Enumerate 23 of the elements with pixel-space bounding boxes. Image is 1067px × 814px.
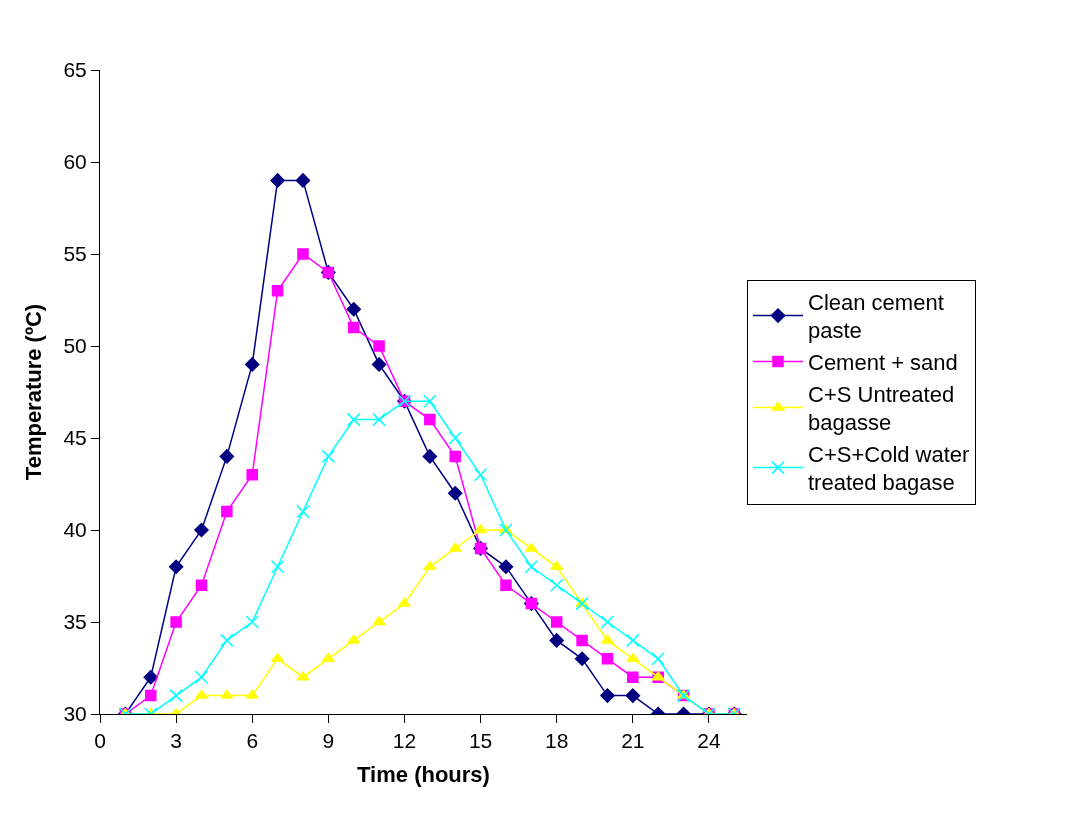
x-tick-label: 6 bbox=[246, 729, 259, 753]
x-tick-label: 3 bbox=[170, 729, 182, 753]
legend-label: Clean cement paste bbox=[808, 289, 944, 344]
y-tick-label: 65 bbox=[63, 58, 87, 82]
y-tick-label: 60 bbox=[63, 150, 87, 174]
y-tick-label: 35 bbox=[63, 610, 87, 634]
y-tick-label: 40 bbox=[63, 518, 87, 542]
x-tick-label: 18 bbox=[545, 729, 569, 753]
legend-label: C+S Untreated bagasse bbox=[808, 381, 955, 436]
x-axis-title: Time (hours) bbox=[357, 762, 490, 788]
x-tick-label: 24 bbox=[697, 729, 721, 753]
y-tick-label: 50 bbox=[63, 334, 87, 358]
x-tick-label: 12 bbox=[392, 729, 417, 753]
x-tick-label: 21 bbox=[621, 729, 645, 753]
y-tick-label: 30 bbox=[63, 702, 87, 726]
legend-label: Cement + sand bbox=[808, 350, 958, 376]
x-tick-label: 9 bbox=[322, 729, 335, 753]
y-axis-title: Temperature (ºC) bbox=[21, 303, 47, 481]
y-tick-label: 55 bbox=[63, 242, 87, 266]
x-tick-label: 0 bbox=[94, 729, 106, 753]
legend-label: C+S+Cold water treated bagase bbox=[808, 441, 970, 496]
x-tick-label: 15 bbox=[468, 729, 493, 753]
y-tick-label: 45 bbox=[63, 426, 87, 450]
